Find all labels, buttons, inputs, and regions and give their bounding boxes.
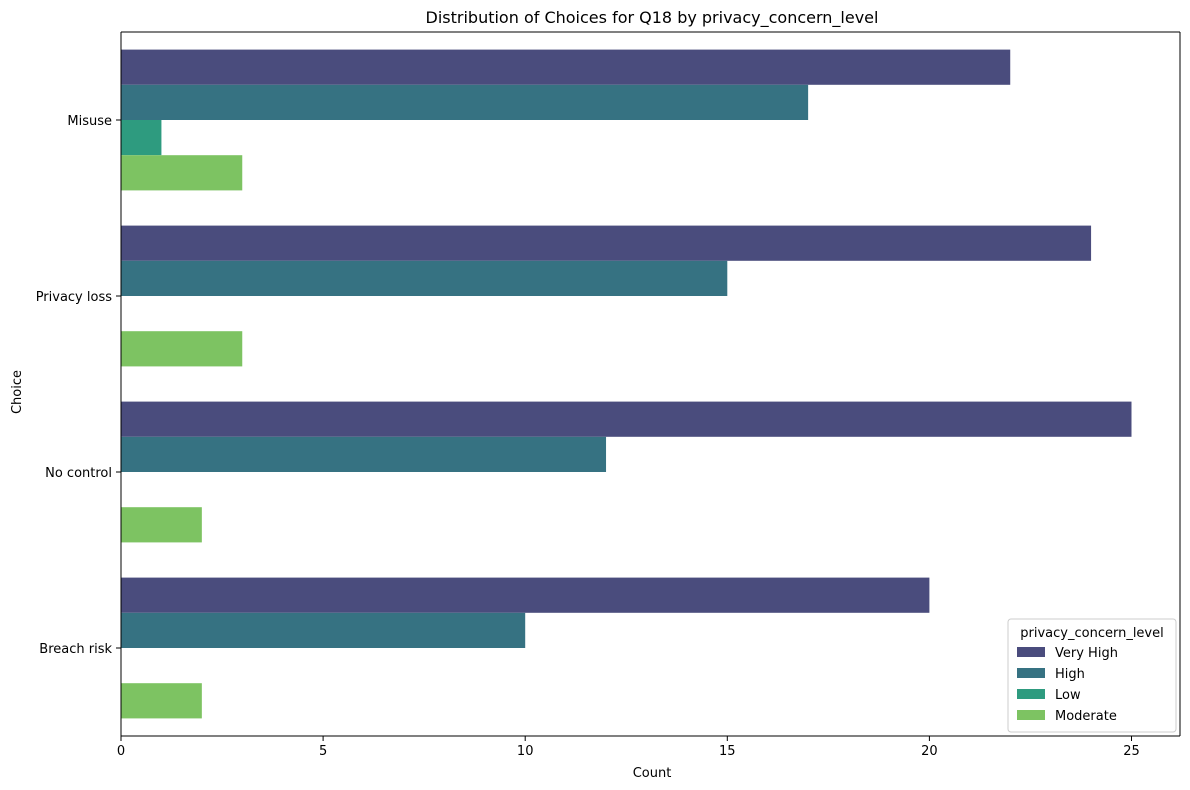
x-tick-label: 0	[117, 744, 125, 759]
legend-label: Low	[1055, 688, 1081, 703]
bar-breach-risk-moderate	[121, 683, 202, 719]
x-axis-title: Count	[633, 766, 672, 781]
legend-label: Very High	[1055, 646, 1118, 661]
legend-title: privacy_concern_level	[1020, 626, 1163, 641]
legend-label: Moderate	[1055, 709, 1117, 724]
bar-breach-risk-very-high	[121, 577, 930, 613]
legend-label: High	[1055, 667, 1085, 682]
bar-no-control-very-high	[121, 401, 1132, 437]
legend-swatch	[1017, 668, 1045, 678]
y-tick-label: No control	[45, 466, 112, 481]
legend-swatch	[1017, 689, 1045, 699]
y-tick-label: Privacy loss	[36, 290, 113, 305]
legend-items: Very High High Low Moderate	[1017, 646, 1118, 724]
bar-privacy-loss-moderate	[121, 331, 243, 367]
legend-swatch	[1017, 710, 1045, 720]
x-tick-label: 5	[319, 744, 327, 759]
bar-misuse-very-high	[121, 49, 1011, 85]
bar-breach-risk-high	[121, 612, 526, 648]
chart-title: Distribution of Choices for Q18 by priva…	[426, 8, 879, 28]
bar-no-control-moderate	[121, 507, 202, 543]
x-tick-label: 15	[719, 744, 736, 759]
x-tick-label: 25	[1123, 744, 1140, 759]
bars-layer	[121, 49, 1132, 719]
y-axis-title: Choice	[10, 370, 25, 414]
x-tick-label: 20	[921, 744, 938, 759]
bar-privacy-loss-very-high	[121, 225, 1092, 261]
y-tick-label: Misuse	[67, 114, 112, 129]
bar-privacy-loss-high	[121, 260, 728, 296]
bar-misuse-high	[121, 84, 809, 120]
legend-frame	[1007, 618, 1177, 733]
bar-no-control-high	[121, 436, 607, 472]
legend: privacy_concern_level Very High High Low Mo…	[1007, 618, 1177, 733]
bar-misuse-low	[121, 120, 162, 156]
x-tick-label: 10	[517, 744, 534, 759]
bar-misuse-moderate	[121, 155, 243, 191]
legend-swatch	[1017, 647, 1045, 657]
axes-layer: 0 5 10 15 20 25 Misuse Privacy loss No control Br…	[36, 31, 1181, 759]
y-tick-label: Breach risk	[39, 642, 112, 657]
